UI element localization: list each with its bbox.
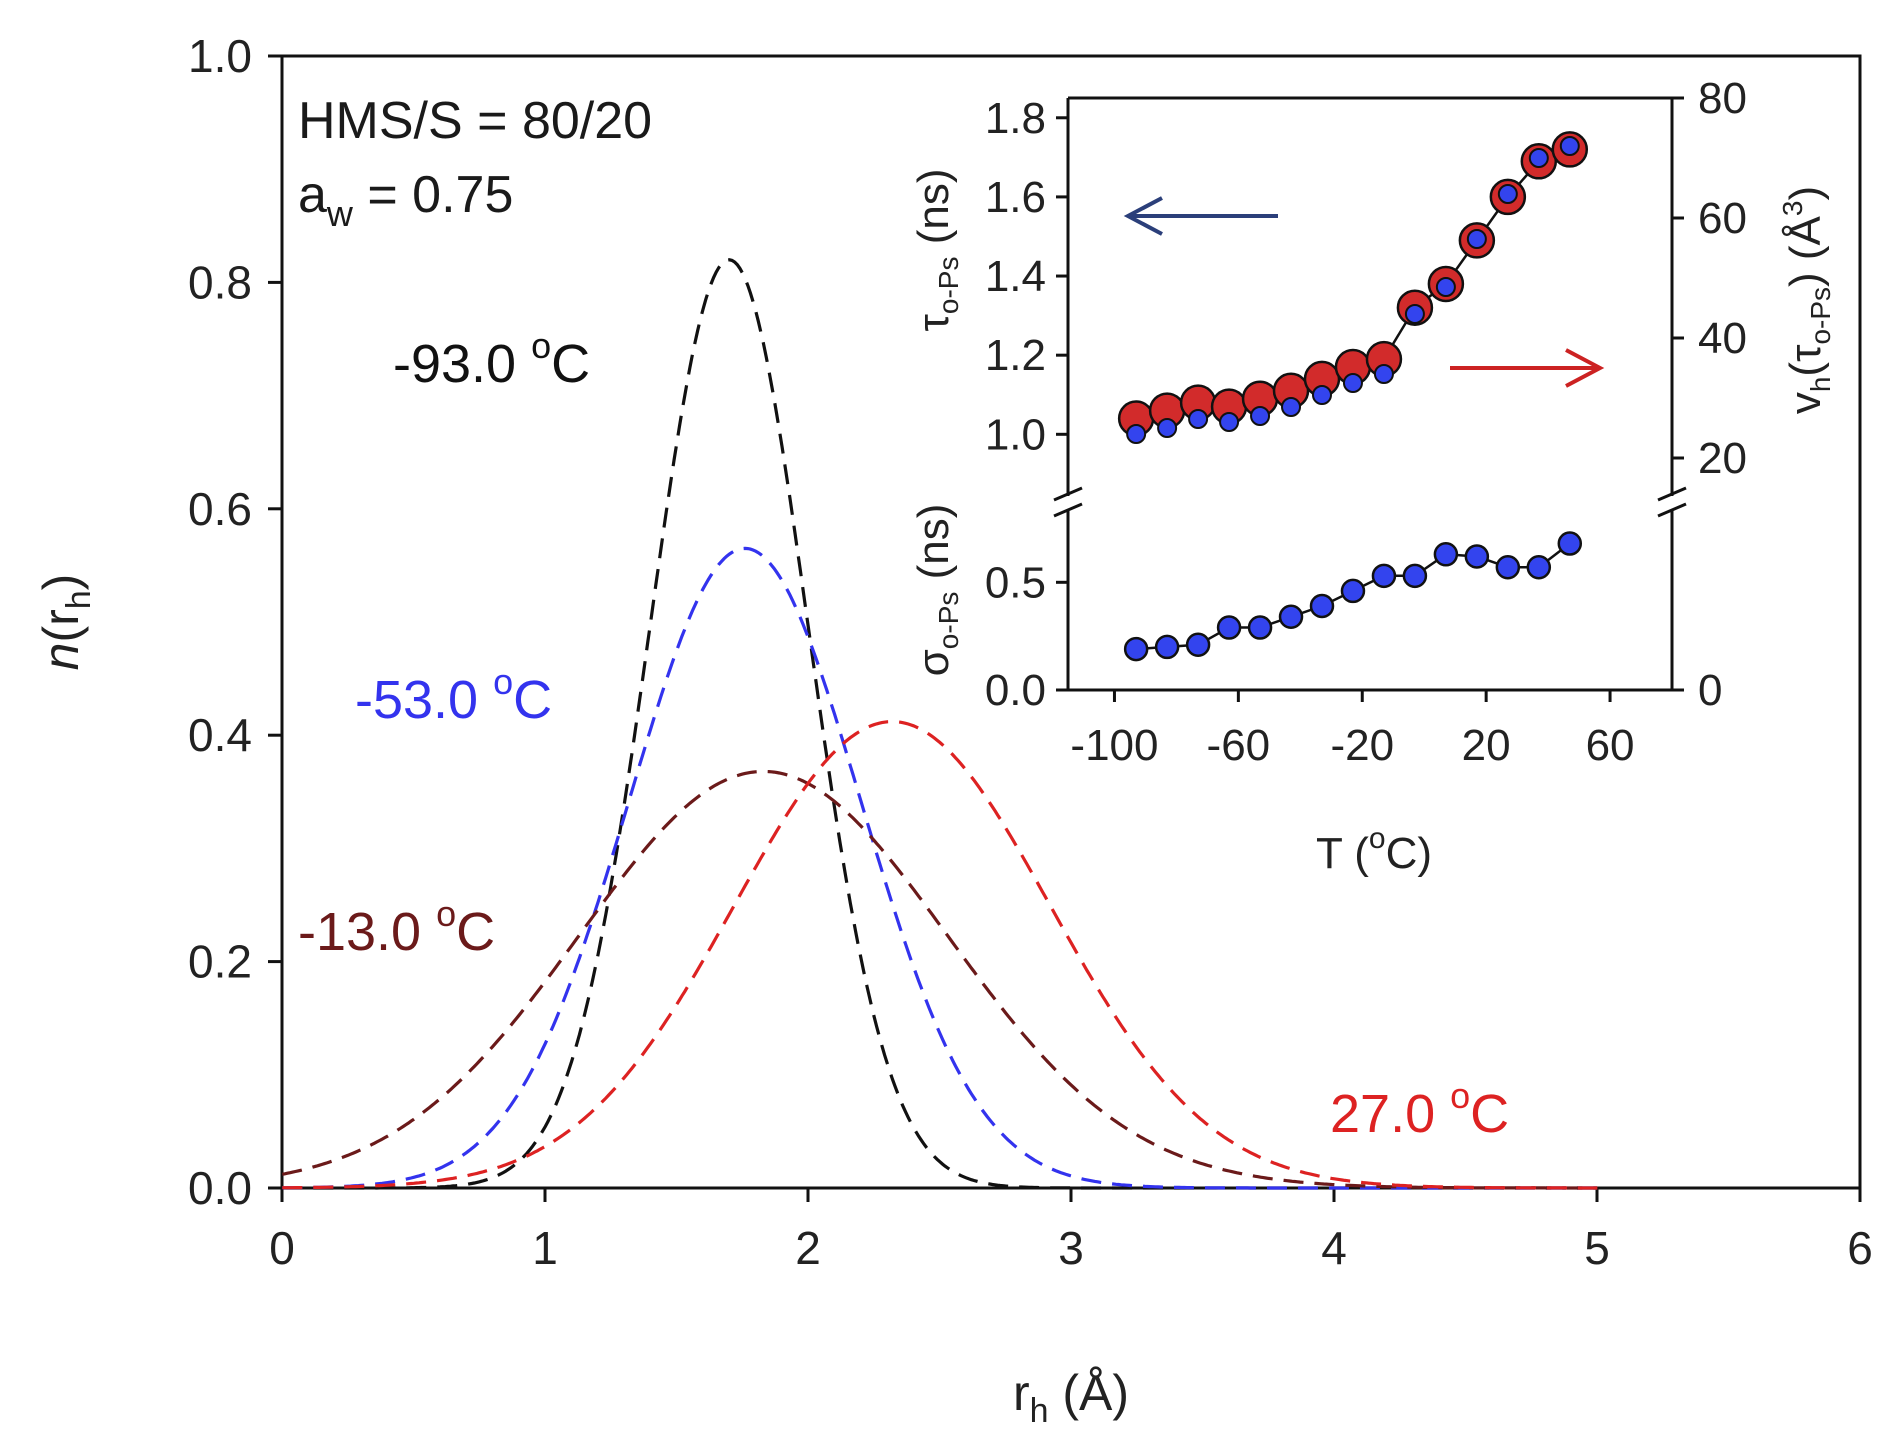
inset-x-axis-label: T (oC): [1316, 822, 1432, 878]
vh-point: [1342, 373, 1363, 393]
inset-left-tick-label: 1.6: [985, 173, 1046, 222]
inset-right-tick-label: 0: [1698, 666, 1722, 715]
y-tick-label: 0.2: [188, 936, 252, 988]
sigma-point: [1278, 604, 1304, 630]
sigma-point: [1309, 593, 1335, 619]
axis-break-mark: [1657, 502, 1687, 518]
series-label-3: 27.0 oC: [1330, 1075, 1509, 1144]
sigma-point: [1185, 632, 1211, 658]
vh-point: [1157, 418, 1178, 438]
vh-point: [1497, 184, 1518, 204]
axis-break-mark: [1053, 486, 1083, 502]
sigma-point: [1402, 563, 1428, 589]
inset-plot: -100 -60 -20 20 60 1.0 1.2 1.4 1.6 1.8 0.0 0.5 0 20 40…: [909, 74, 1836, 878]
vh-point: [1373, 364, 1394, 384]
vh-point: [1466, 229, 1487, 249]
series-label-1: -53.0 oC: [355, 661, 552, 730]
sigma-point: [1526, 554, 1552, 580]
inset-x-tick-label: -20: [1330, 721, 1394, 770]
y-tick-label: 0.8: [188, 256, 252, 308]
vh-point: [1281, 397, 1302, 417]
right-axis-arrow: [1450, 348, 1605, 388]
y-tick-label: 0.4: [188, 709, 252, 761]
left-axis-arrow-head: [1123, 196, 1163, 236]
vh-point: [1188, 409, 1209, 429]
inset-x-tick-label: -100: [1070, 721, 1158, 770]
axis-break-mark: [1657, 486, 1687, 502]
inset-vh-axis-label: vh(τo-Ps) (Å3): [1777, 186, 1836, 414]
sigma-point: [1340, 578, 1366, 604]
x-tick-label: 3: [1058, 1222, 1084, 1274]
y-tick-label: 0.6: [188, 483, 252, 535]
vh-point: [1219, 412, 1240, 432]
y-axis-label: n(rh): [33, 574, 98, 671]
vh-point: [1559, 136, 1580, 156]
annotation-water-activity: aw = 0.75: [298, 166, 513, 234]
series-label-0: -93.0 oC: [393, 325, 590, 394]
x-tick-label: 2: [795, 1222, 821, 1274]
y-tick-label: 1.0: [188, 30, 252, 82]
vh-point: [1435, 277, 1456, 297]
inset-x-tick-label: 60: [1586, 721, 1635, 770]
inset-left-tick-label: 1.2: [985, 331, 1046, 380]
inset-tau-axis-label: τo-Ps (ns): [909, 169, 964, 332]
x-tick-label: 0: [269, 1222, 295, 1274]
inset-left-tick-label: 1.4: [985, 252, 1046, 301]
inset-left-tick-label: 1.8: [985, 94, 1046, 143]
vh-point: [1311, 385, 1332, 405]
inset-right-tick-label: 40: [1698, 314, 1747, 363]
inset-x-tick-label: 20: [1462, 721, 1511, 770]
sigma-point: [1371, 563, 1397, 589]
main-plot: 0 1 2 3 4 5 6 0.0 0.2 0.4 0.6 0.8 1.0 rh (Å) n(rh) HMS/…: [33, 30, 1873, 1430]
inset-right-tick-label: 80: [1698, 74, 1747, 123]
main-plot-frame: [280, 54, 1862, 1190]
vh-point: [1126, 424, 1147, 444]
y-tick-label: 0.0: [188, 1162, 252, 1214]
sigma-point: [1216, 615, 1242, 640]
x-tick-label: 4: [1321, 1222, 1347, 1274]
series-curve-3: [282, 719, 1598, 1190]
x-tick-label: 1: [532, 1222, 558, 1274]
inset-left-tick-label: 1.0: [985, 410, 1046, 459]
vh-point: [1250, 406, 1271, 426]
inset-left-lower-tick-label: 0.5: [985, 558, 1046, 607]
series-label-2: -13.0 oC: [298, 893, 495, 962]
sigma-point: [1154, 634, 1180, 660]
x-tick-label: 5: [1584, 1222, 1610, 1274]
series-curve-2: [281, 769, 1598, 1190]
vh-point: [1528, 148, 1549, 168]
left-axis-arrow: [1123, 196, 1278, 236]
inset-left-lower-tick-label: 0.0: [985, 666, 1046, 715]
sigma-point: [1557, 531, 1583, 556]
annotation-composition: HMS/S = 80/20: [298, 92, 652, 150]
inset-sigma-axis-label: σo-Ps (ns): [909, 504, 964, 677]
right-axis-arrow-head: [1565, 348, 1605, 388]
sigma-point: [1247, 615, 1273, 640]
inset-right-tick-label: 60: [1698, 194, 1747, 243]
inset-x-tick-label: -60: [1207, 721, 1271, 770]
x-axis-label: rh (Å): [1013, 1365, 1129, 1430]
sigma-point: [1123, 636, 1149, 662]
sigma-point: [1495, 554, 1521, 580]
sigma-point: [1433, 542, 1459, 567]
vh-point: [1404, 304, 1425, 324]
sigma-point: [1464, 544, 1490, 569]
axis-break-mark: [1053, 502, 1083, 518]
inset-right-tick-label: 20: [1698, 434, 1747, 483]
x-tick-label: 6: [1847, 1222, 1873, 1274]
